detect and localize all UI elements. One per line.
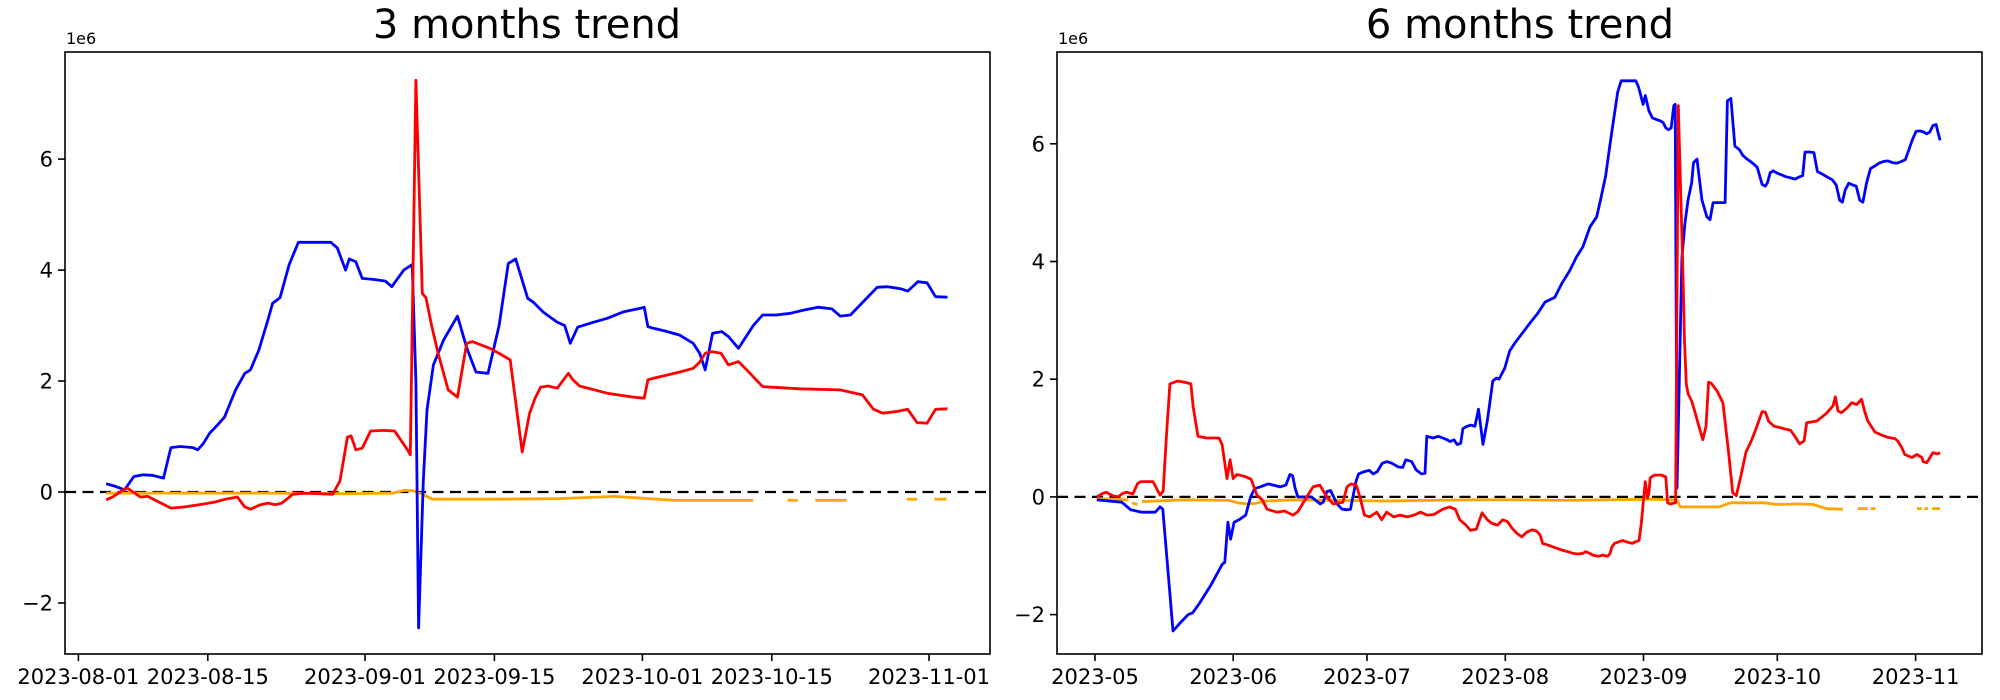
- x-tick-label: 2023-11: [1872, 665, 1960, 689]
- right-chart-title: 6 months trend: [1365, 2, 1675, 48]
- axes-frame: [1056, 51, 1983, 655]
- y-tick-label: −2: [22, 592, 53, 616]
- series-orange-line: [1096, 497, 1129, 502]
- series-red-line: [105, 78, 948, 511]
- x-tick-label: 2023-11-01: [868, 665, 990, 689]
- chart-left: 2023-08-01 2023-08-15 2023-09-01 2023-09-15…: [17, 51, 991, 689]
- left-chart-title: 3 months trend: [372, 2, 682, 48]
- y-tick-label: 4: [40, 259, 53, 283]
- series-orange-line: [1131, 501, 1138, 506]
- series-blue-line: [105, 240, 948, 630]
- x-tick-label: 2023-10: [1733, 665, 1821, 689]
- x-tick-label: 2023-05: [1051, 665, 1139, 689]
- x-tick-label: 2023-09-15: [433, 665, 555, 689]
- axes-frame: [64, 51, 991, 655]
- chart-right: 2023-05 2023-06 2023-07 2023-08 2023-09 2023-…: [1014, 51, 1983, 689]
- series-orange-line: [106, 488, 754, 502]
- x-tick-label: 2023-09: [1600, 665, 1688, 689]
- right-y-axis-offset-label: 1e6: [1058, 29, 1089, 48]
- y-tick-label: 2: [1032, 368, 1045, 392]
- series-red-line: [1096, 104, 1941, 558]
- x-tick-label: 2023-08-01: [17, 665, 139, 689]
- x-tick-label: 2023-09-01: [304, 665, 426, 689]
- series-blue-line: [1096, 79, 1942, 633]
- x-tick-label: 2023-07: [1323, 665, 1411, 689]
- y-tick-label: 6: [40, 148, 53, 172]
- x-tick-label: 2023-08: [1461, 665, 1549, 689]
- x-tick-label: 2023-10-01: [581, 665, 703, 689]
- y-tick-label: 6: [1032, 132, 1045, 156]
- x-tick-label: 2023-10-15: [711, 665, 833, 689]
- y-tick-label: 2: [40, 370, 53, 394]
- y-tick-label: 0: [40, 481, 53, 505]
- y-tick-label: −2: [1014, 603, 1045, 627]
- x-tick-label: 2023-06: [1189, 665, 1277, 689]
- x-tick-label: 2023-08-15: [147, 665, 269, 689]
- left-y-axis-offset-label: 1e6: [66, 29, 97, 48]
- y-tick-label: 4: [1032, 250, 1045, 274]
- y-tick-label: 0: [1032, 485, 1045, 509]
